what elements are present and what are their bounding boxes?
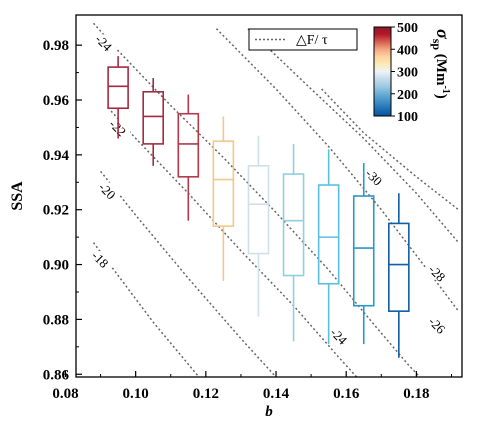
box-2 [177,94,200,221]
colorbar-label-close: ) [433,94,449,99]
contour-label-bg-5 [425,316,450,332]
x-tick-label-0: 0.08 [52,386,78,402]
contour-label-bg-1 [95,182,120,198]
box-0-iqr [107,66,129,110]
contour-line-1 [100,170,277,377]
contour-label-bg-3 [92,34,117,50]
box-1 [142,78,164,166]
y-axis-label: SSA [9,181,26,211]
contour-line-0 [92,242,200,377]
box-6-iqr [317,184,340,285]
colorbar-tick-label-1: 200 [397,88,418,103]
contour-line-2 [110,110,358,377]
colorbar-tick-label-2: 300 [397,66,418,81]
box-5-iqr [282,173,305,277]
x-tick-label-5: 0.18 [403,386,429,402]
box-4-iqr [247,165,270,255]
colorbar-tick-label-4: 500 [397,21,418,36]
y-tick-label-0: 0.86 [43,367,70,383]
legend: △F/ τ [248,28,358,51]
box-1-iqr [142,90,164,145]
x-axis-label: b [265,404,273,420]
colorbar-label-unit: (Mm [433,50,449,86]
contour-label-bg-0 [88,251,113,267]
x-tick-label-3: 0.14 [263,386,290,402]
x-tick-label-4: 0.16 [333,386,360,402]
contour-lines: -18-20-22-24-24 -26-28-30 [88,22,460,377]
colorbar-label: σsp (Mm-1) [430,29,453,99]
colorbar-ticks: 100 200 300 400 500 [391,21,418,125]
box-8 [388,193,410,358]
box-5 [282,143,305,342]
colorbar-label-sigma: σ [433,29,453,40]
box-8-iqr [388,222,410,312]
colorbar-tick-label-3: 400 [397,43,418,58]
box-7-iqr [352,195,375,307]
legend-label: △F/ τ [296,33,328,48]
colorbar-label-sup: -1 [440,85,451,93]
contour-line-7 [321,88,459,211]
box-6 [317,149,340,345]
contour-line-5 [215,28,460,312]
plot-frame [75,14,463,378]
colorbar-tick-label-0: 100 [397,110,418,125]
x-tick-label-2: 0.12 [193,386,219,402]
x-axis: 0.08 0.10 0.12 0.14 0.16 0.18 [52,371,452,402]
colorbar: 100 200 300 400 500 σsp (Mm-1) [373,21,453,125]
contour-line-3 [92,22,421,377]
box-2-iqr [177,112,200,178]
box-7 [352,163,375,345]
contour-label-bg-6 [425,264,450,280]
y-tick-label-2: 0.90 [43,258,69,274]
contour-line-6 [247,28,460,244]
x-tick-label-1: 0.10 [123,386,149,402]
y-tick-label-1: 0.88 [43,312,69,328]
y-tick-label-5: 0.96 [43,93,70,109]
box-plots [107,56,410,358]
y-axis: 0.86 0.88 0.90 0.92 0.94 0.96 0.98 [43,38,82,383]
legend-box [248,28,358,51]
contour-label-bg-4 [327,327,352,343]
box-0 [107,56,129,139]
colorbar-gradient [373,26,392,117]
contour-label-bg-7 [362,168,387,184]
colorbar-label-sub: sp [430,39,444,51]
box-3-iqr [212,140,235,227]
box-3 [212,116,235,282]
y-tick-label-4: 0.94 [43,148,70,164]
y-tick-label-3: 0.92 [43,203,69,219]
y-tick-label-6: 0.98 [43,38,69,54]
box-4 [247,135,270,317]
